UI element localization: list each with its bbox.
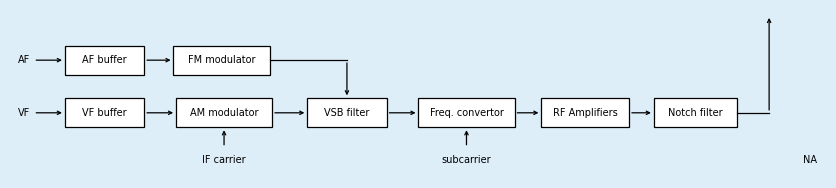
Text: AF: AF	[18, 55, 31, 65]
Bar	[174, 45, 269, 75]
Text: AF buffer: AF buffer	[82, 55, 127, 65]
Text: VF buffer: VF buffer	[82, 108, 127, 118]
Bar	[654, 98, 737, 127]
Text: NA: NA	[803, 155, 817, 165]
Text: VF: VF	[18, 108, 31, 118]
Text: VSB filter: VSB filter	[324, 108, 370, 118]
Text: subcarrier: subcarrier	[441, 155, 492, 165]
Text: FM modulator: FM modulator	[188, 55, 255, 65]
Text: AM modulator: AM modulator	[190, 108, 258, 118]
Text: IF carrier: IF carrier	[202, 155, 246, 165]
Bar	[419, 98, 514, 127]
Bar	[65, 45, 144, 75]
Bar	[542, 98, 629, 127]
Text: Freq. convertor: Freq. convertor	[430, 108, 503, 118]
Bar	[176, 98, 272, 127]
Bar	[65, 98, 144, 127]
Text: RF Amplifiers: RF Amplifiers	[553, 108, 618, 118]
Text: Notch filter: Notch filter	[668, 108, 723, 118]
Bar	[308, 98, 386, 127]
